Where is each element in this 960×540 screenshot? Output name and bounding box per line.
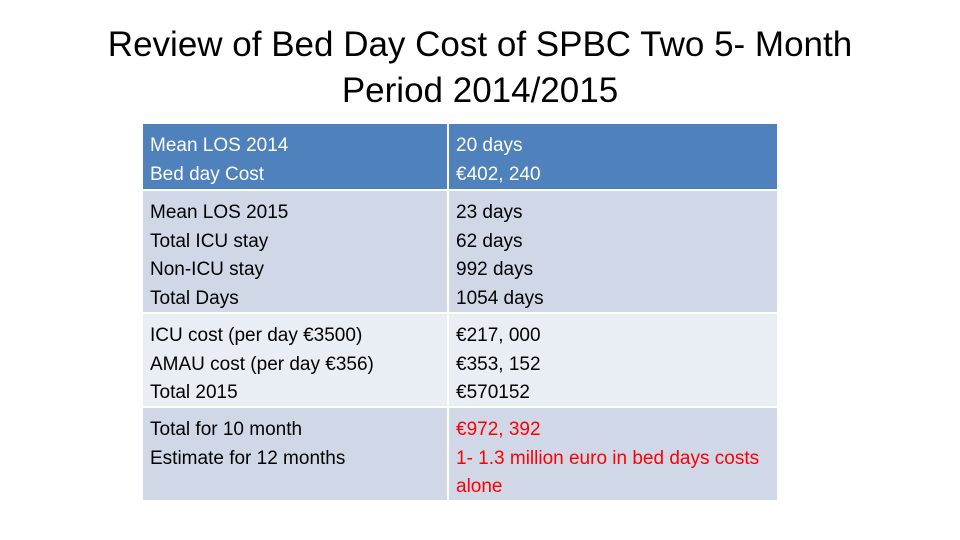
cell-text: €353, 152 — [456, 353, 541, 375]
cell-text: Total Days — [150, 288, 239, 310]
cell-text: 62 days — [456, 230, 523, 252]
table-row: ICU cost (per day €3500) AMAU cost (per … — [143, 314, 777, 408]
cell-text: Total ICU stay — [150, 230, 269, 252]
slide-title-line-1: Review of Bed Day Cost of SPBC Two 5- Mo… — [107, 25, 853, 64]
table-cell-label: Mean LOS 2014 Bed day Cost — [143, 124, 449, 191]
cell-text: AMAU cost (per day €356) — [150, 353, 374, 375]
cell-text-highlight: 1- 1.3 million euro in bed days costs al… — [456, 447, 760, 498]
table-cell-value: 23 days 62 days 992 days 1054 days — [449, 191, 777, 314]
cell-text: 23 days — [456, 202, 523, 223]
cell-text: Estimate for 12 months — [150, 447, 346, 469]
cell-text: 992 days — [456, 259, 534, 281]
table-cell-label: ICU cost (per day €3500) AMAU cost (per … — [143, 314, 449, 408]
cell-text: Mean LOS 2014 — [150, 135, 289, 156]
table-row: Mean LOS 2015 Total ICU stay Non-ICU sta… — [143, 191, 777, 314]
cell-text: €217, 000 — [456, 325, 541, 346]
table-cell-value: 20 days €402, 240 — [449, 124, 777, 191]
cell-text: Total 2015 — [150, 382, 238, 404]
cell-text: 20 days — [456, 135, 523, 156]
table-cell-label: Mean LOS 2015 Total ICU stay Non-ICU sta… — [143, 191, 449, 314]
cell-text: 1054 days — [456, 288, 544, 310]
slide-title: Review of Bed Day Cost of SPBC Two 5- Mo… — [0, 22, 960, 114]
cell-text: Mean LOS 2015 — [150, 202, 289, 223]
cell-text: ICU cost (per day €3500) — [150, 325, 363, 346]
table-row: Mean LOS 2014 Bed day Cost 20 days €402,… — [143, 124, 777, 191]
cell-text: Non-ICU stay — [150, 259, 265, 281]
bed-day-cost-table: Mean LOS 2014 Bed day Cost 20 days €402,… — [143, 124, 777, 502]
table-cell-value: €217, 000 €353, 152 €570152 — [449, 314, 777, 408]
slide-title-line-2: Period 2014/2015 — [341, 71, 619, 110]
cell-text: €570152 — [456, 382, 530, 404]
cell-text: Total for 10 month — [150, 419, 303, 440]
cell-text: Bed day Cost — [150, 163, 265, 185]
cell-text-highlight: €972, 392 — [456, 419, 541, 440]
table-cell-value: €972, 392 1- 1.3 million euro in bed day… — [449, 408, 777, 502]
table-row: Total for 10 month Estimate for 12 month… — [143, 408, 777, 502]
table-cell-label: Total for 10 month Estimate for 12 month… — [143, 408, 449, 502]
cell-text: €402, 240 — [456, 163, 541, 185]
